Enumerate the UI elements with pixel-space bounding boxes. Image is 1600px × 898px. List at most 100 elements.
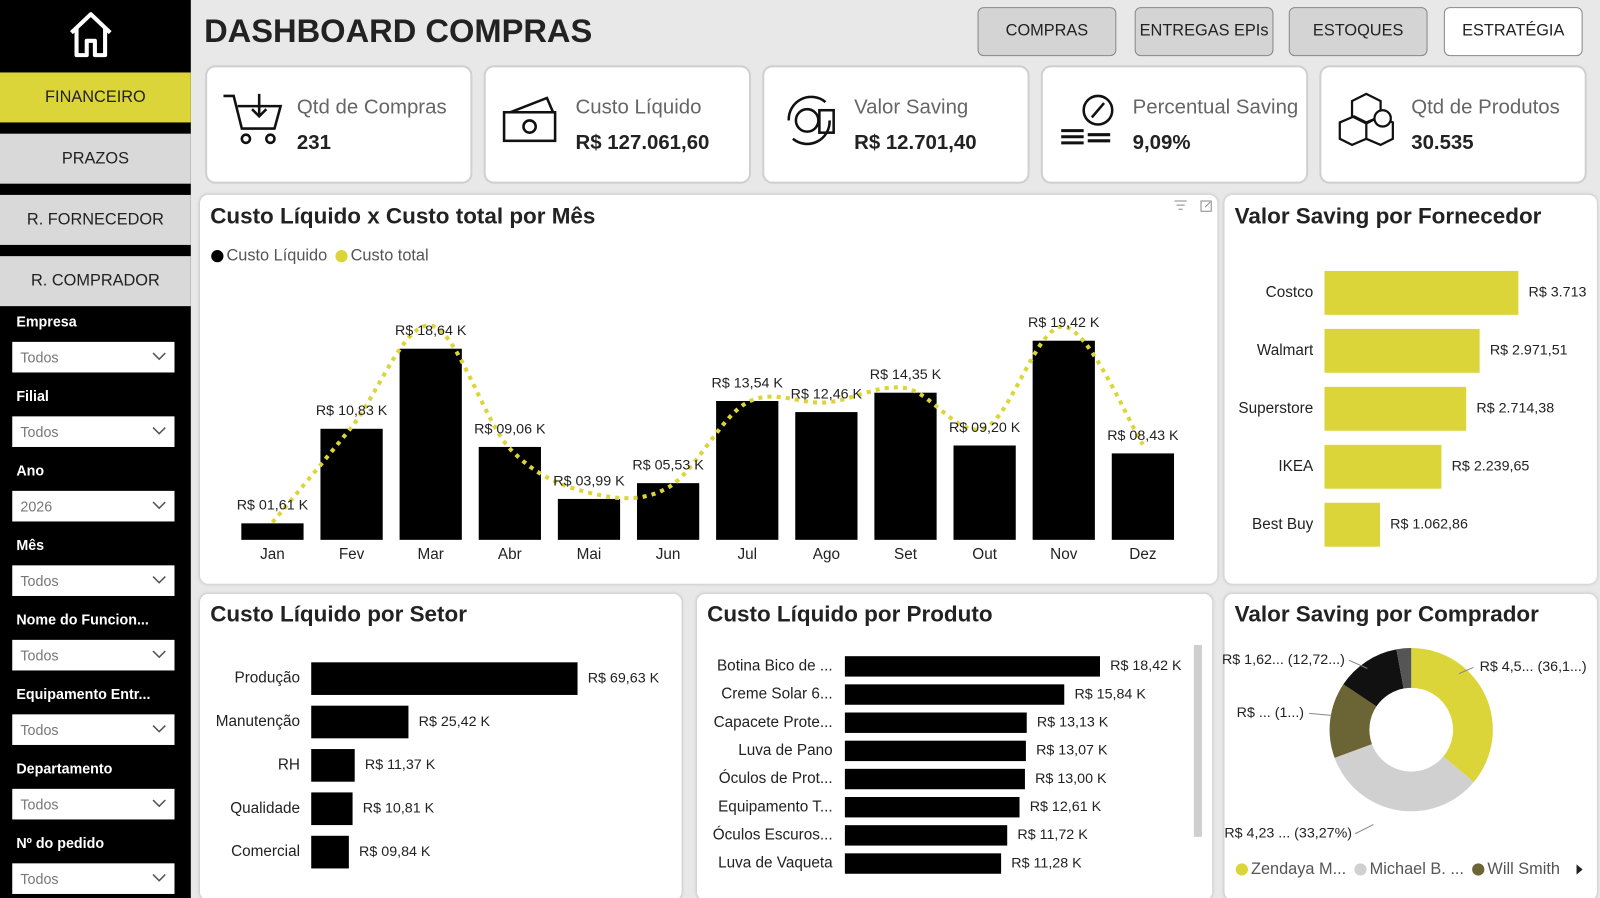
data-label: R$ 12,61 K [1030,799,1102,815]
leader-line [1348,659,1368,669]
chevron [152,650,166,659]
data-label: R$ 09,84 K [359,844,431,860]
data-label: R$ ... (1...) [1237,705,1304,721]
leader-line [1458,666,1474,674]
y-tick-label: RH [278,756,300,773]
bar [874,392,937,540]
nav-tab[interactable]: ENTREGAS EPIs [1134,7,1274,57]
chevron [152,725,166,733]
nav-button[interactable]: R. COMPRADOR [0,256,191,307]
data-label: R$ 15,84 K [1074,686,1146,702]
filter-label: Mês [16,536,45,554]
legend-label: Custo total [351,246,429,264]
y-tick-label: IKEA [1278,458,1314,475]
bar [311,662,578,695]
visual-header-icons[interactable] [1174,200,1212,212]
bar [1111,453,1175,540]
data-label: R$ 2.239,65 [1452,459,1530,475]
bar [844,853,1002,874]
chevron [152,799,166,808]
legend-label: Michael B. ... [1370,860,1464,878]
bar [844,656,1100,677]
filter-dropdown[interactable]: Todos [12,565,175,596]
bar [320,428,383,540]
chart-title: Valor Saving por Comprador [1235,601,1539,626]
filter-dropdown[interactable]: Todos [12,863,175,894]
nav-tab[interactable]: COMPRAS [977,7,1117,57]
bar [478,446,541,540]
bar [844,740,1026,762]
kpi-card: Percentual Saving 9,09% [1040,65,1309,184]
filter-value: Todos [20,423,59,440]
bar [1324,444,1442,489]
x-tick-label: Dez [1129,546,1156,563]
bar [844,684,1065,705]
chart-title: Custo Líquido x Custo total por Mês [210,203,595,228]
home-icon[interactable] [67,10,114,59]
filter-dropdown[interactable]: Todos [12,714,175,745]
filter-label: Ano [16,462,45,479]
legend-label: Will Smith [1487,860,1559,878]
bar [311,705,409,739]
kpi-label: Percentual Saving [1132,95,1299,119]
filter-dropdown[interactable]: 2026 [12,490,175,522]
data-label: R$ 18,64 K [395,323,467,339]
bar [1032,340,1095,540]
panel [1224,593,1597,898]
data-label: R$ 12,46 K [791,386,863,402]
leader-line [1354,824,1374,835]
scrollbar[interactable] [1193,644,1203,837]
nav-button[interactable]: R. FORNECEDOR [0,194,191,245]
legend-marker [335,250,348,263]
data-label: R$ 13,13 K [1037,714,1109,730]
kpi-label: Valor Saving [854,95,969,119]
bar [844,825,1008,846]
filter-label: Departamento [16,760,113,777]
data-label: R$ 10,81 K [363,801,435,817]
filter-dropdown[interactable]: Todos [12,416,175,447]
data-label: R$ 18,42 K [1110,658,1182,674]
chart-title: Custo Líquido por Produto [707,601,992,626]
bar [1324,270,1519,315]
filter-dropdown[interactable]: Todos [12,639,175,671]
donut-slice [1334,744,1474,812]
filter-label: Nº do pedido [16,834,105,852]
nav-tab[interactable]: ESTOQUES [1288,7,1428,57]
legend-label: Zendaya M... [1251,860,1346,878]
chevron [152,352,166,361]
data-label: R$ 11,72 K [1017,827,1088,843]
bar [844,712,1027,733]
data-label: R$ 11,37 K [365,757,436,773]
y-tick-label: Equipamento T... [718,798,833,815]
donut-slice [1343,649,1404,707]
nav-tab[interactable]: ESTRATÉGIA [1443,7,1583,57]
x-tick-label: Abr [498,546,522,563]
kpi-icon [787,95,835,146]
kpi-value: R$ 127.061,60 [575,131,710,155]
bar [241,523,304,540]
kpi-label: Qtd de Produtos [1411,95,1560,119]
filter-value: Todos [20,349,59,366]
legend-next[interactable] [1576,864,1583,875]
y-tick-label: Luva de Vaqueta [718,855,833,872]
filter-dropdown[interactable]: Todos [12,788,175,820]
x-tick-label: Jul [737,546,757,563]
x-tick-label: Out [972,546,997,563]
bar [311,835,349,869]
sidebar: FINANCEIRO PRAZOS R. FORNECEDOR R. COMPRADO… [0,0,191,898]
kpi-value: 30.535 [1411,131,1474,155]
filter-value: Todos [20,721,59,738]
filter-dropdown[interactable]: Todos [12,341,175,373]
data-label: R$ 08,43 K [1107,428,1179,444]
bar [795,412,858,540]
filter-label: Equipamento Entr... [16,685,151,703]
x-tick-label: Fev [339,546,365,563]
nav-button[interactable]: PRAZOS [0,133,191,184]
nav-button[interactable]: FINANCEIRO [0,72,191,123]
data-label: R$ 4,23 ... (33,27%) [1224,826,1352,842]
bar [557,498,621,540]
chevron [152,427,166,435]
kpi-card: Qtd de Produtos 30.535 [1319,65,1587,184]
data-label: R$ 3.713 [1529,285,1587,301]
data-label: R$ 09,20 K [949,420,1021,436]
